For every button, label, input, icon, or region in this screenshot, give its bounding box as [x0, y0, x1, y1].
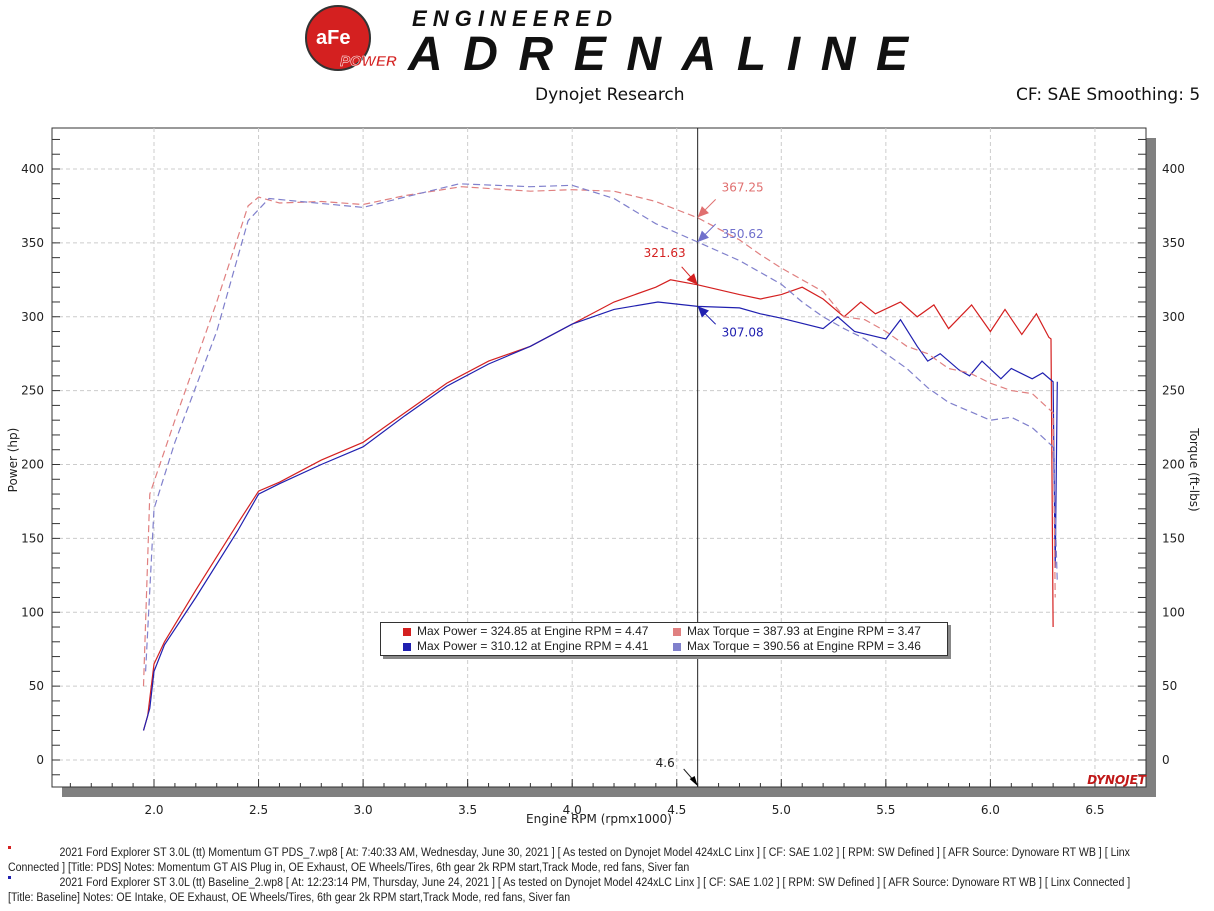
series-pds_torque [142, 186, 1056, 687]
plot-shadow-right [1146, 138, 1156, 797]
svg-text:ENGINEERED: ENGINEERED [412, 6, 612, 31]
cursor-label: 4.6 [656, 756, 675, 770]
annotation-label: 307.08 [722, 325, 764, 339]
cf-smoothing: CF: SAE Smoothing: 5 [1016, 85, 1201, 105]
run-marker-baseline [8, 876, 11, 879]
x-tick-label: 2.0 [144, 803, 163, 817]
legend-swatch [673, 642, 681, 651]
legend-item: Max Torque = 387.93 at Engine RPM = 3.47 [673, 624, 921, 638]
y2-tick-label: 200 [1162, 458, 1185, 472]
x-tick-label: 4.5 [667, 803, 686, 817]
x-tick-label: 4.0 [563, 803, 582, 817]
annotation-arrowhead [697, 206, 709, 218]
plot-shadow-bottom [62, 787, 1156, 797]
y2-tick-label: 300 [1162, 310, 1185, 324]
y2-tick-label: 250 [1162, 384, 1185, 398]
x-tick-label: 3.5 [458, 803, 477, 817]
run-marker-pds [8, 846, 11, 849]
x-tick-label: 5.0 [772, 803, 791, 817]
x-tick-label: 2.5 [249, 803, 268, 817]
x-tick-label: 3.0 [354, 803, 373, 817]
cursor-arrowhead [689, 776, 698, 786]
x-tick-label: 6.0 [981, 803, 1000, 817]
plot-area [51, 127, 1147, 788]
y-tick-label: 150 [21, 531, 44, 545]
y2-tick-label: 0 [1162, 753, 1170, 767]
notes-line: Connected ] [Title: PDS] Notes: Momentum… [8, 862, 690, 874]
y2-tick-label: 100 [1162, 605, 1185, 619]
legend-swatch [673, 627, 681, 636]
y2-tick-label: 50 [1162, 679, 1177, 693]
annotation-label: 350.62 [722, 227, 764, 241]
legend-swatch [403, 642, 411, 651]
y-tick-label: 250 [21, 384, 44, 398]
svg-text:ADRENALINE: ADRENALINE [407, 28, 910, 80]
svg-text:aFe: aFe [316, 27, 350, 49]
y2-tick-label: 400 [1162, 162, 1185, 176]
legend-item: Max Torque = 390.56 at Engine RPM = 3.46 [673, 639, 921, 653]
legend: Max Power = 324.85 at Engine RPM = 4.47 … [380, 622, 948, 656]
legend-item: Max Power = 310.12 at Engine RPM = 4.41 [403, 639, 648, 653]
y2-tick-label: 350 [1162, 236, 1185, 250]
annotation-arrowhead [697, 230, 709, 242]
y-tick-label: 400 [21, 162, 44, 176]
run-notes-baseline: 2021 Ford Explorer ST 3.0L (tt) Baseline… [8, 876, 1130, 906]
y-tick-label: 50 [29, 679, 44, 693]
x-axis-label: Engine RPM (rpmx1000) [526, 812, 672, 826]
y-tick-label: 200 [21, 458, 44, 472]
svg-text:POWER: POWER [340, 53, 397, 70]
y2-tick-label: 150 [1162, 531, 1185, 545]
legend-item: Max Power = 324.85 at Engine RPM = 4.47 [403, 624, 648, 638]
notes-line: 2021 Ford Explorer ST 3.0L (tt) Baseline… [59, 877, 1131, 889]
series-baseline_torque [145, 183, 1058, 672]
y-tick-label: 350 [21, 236, 44, 250]
annotation-arrowhead [697, 306, 709, 318]
subtitle: Dynojet Research [535, 85, 685, 105]
y-tick-label: 300 [21, 310, 44, 324]
annotation-label: 367.25 [722, 180, 764, 194]
afe-adrenaline-logo: aFe POWER ENGINEERED ADRENALINE [305, 5, 910, 80]
notes-line: [Title: Baseline] Notes: OE Intake, OE E… [8, 892, 571, 904]
dynojet-watermark: DYNOJET [1087, 773, 1147, 787]
x-tick-label: 5.5 [876, 803, 895, 817]
annotation-label: 321.63 [644, 246, 686, 260]
y-tick-label: 100 [21, 605, 44, 619]
legend-swatch [403, 627, 411, 636]
notes-line: 2021 Ford Explorer ST 3.0L (tt) Momentum… [59, 847, 1130, 859]
y-tick-label: 0 [36, 753, 44, 767]
y-axis-label: Power (hp) [6, 428, 20, 493]
series-pds_power [142, 279, 1054, 731]
y2-axis-label: Torque (ft-lbs) [1187, 427, 1201, 511]
x-tick-label: 6.5 [1085, 803, 1104, 817]
series-baseline_power [142, 301, 1058, 731]
run-notes-pds: 2021 Ford Explorer ST 3.0L (tt) Momentum… [8, 846, 1130, 876]
dyno-chart: 2.0 2.5 3.0 3.5 4.0 4.5 5.0 5.5 6.0 6.5 0 0 50 50 100 1… [6, 127, 1201, 826]
annotation-arrowhead [686, 273, 698, 285]
